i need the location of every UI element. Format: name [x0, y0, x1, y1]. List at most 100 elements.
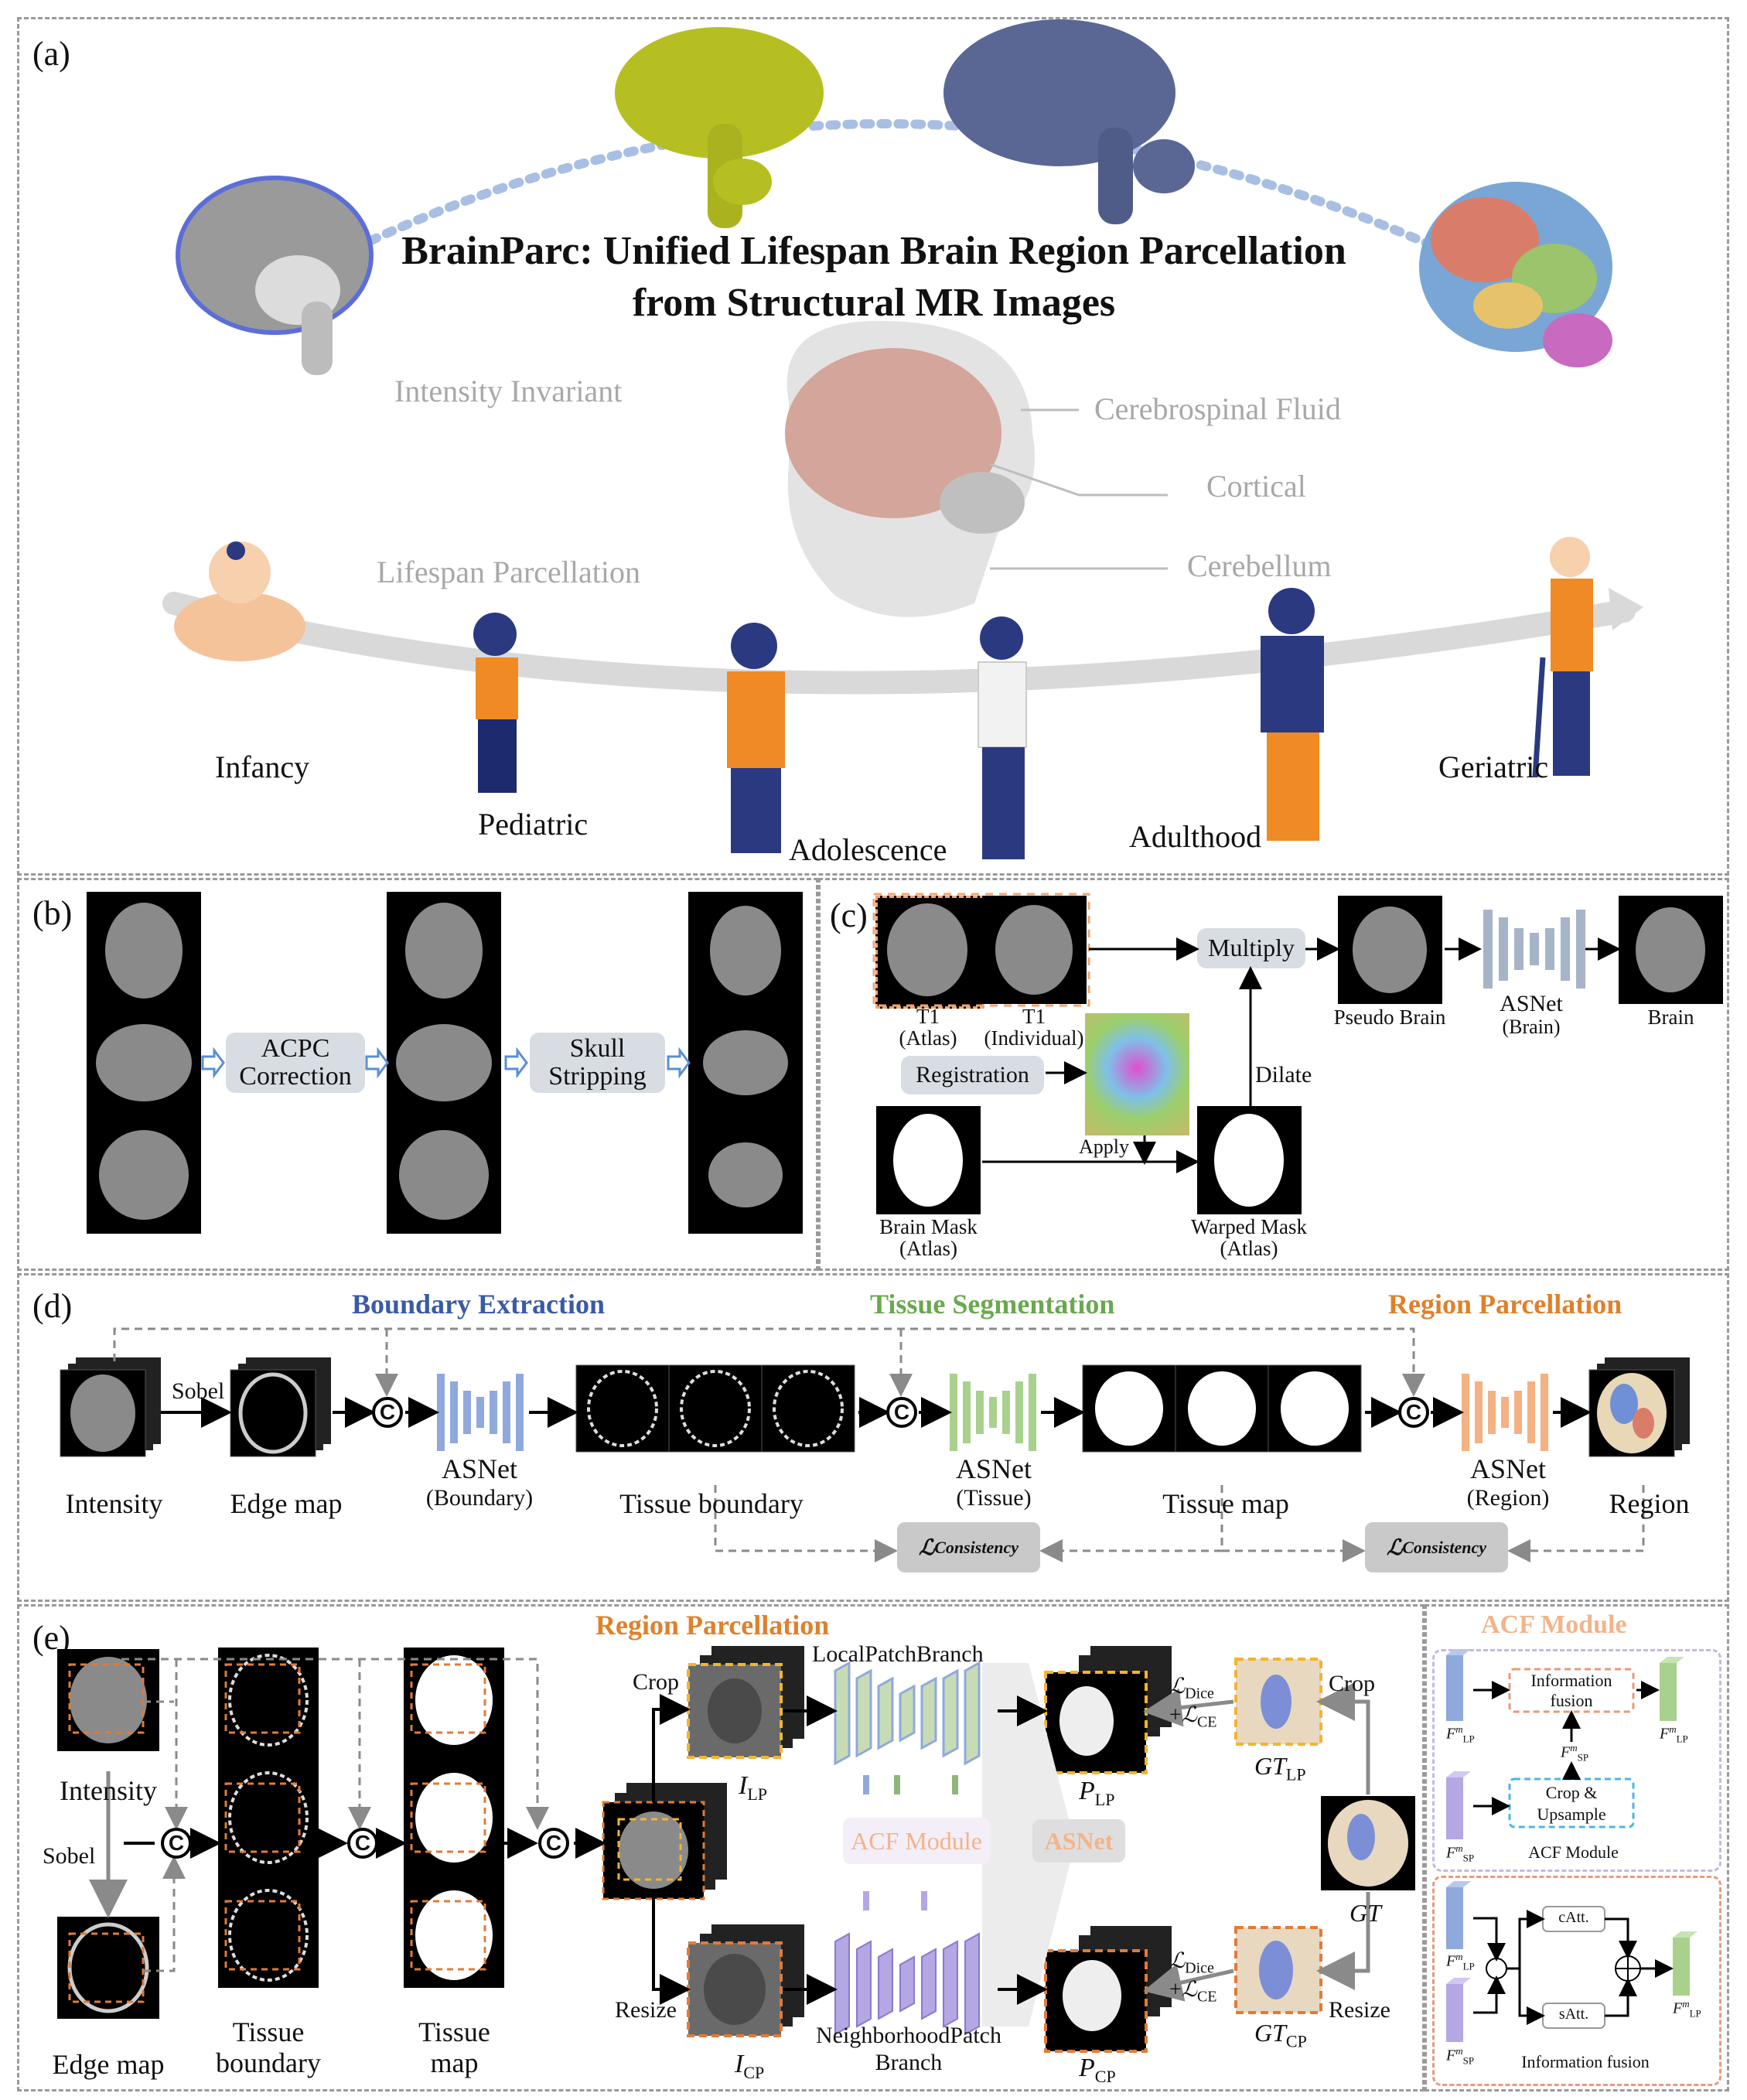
skull-label-2: Stripping [548, 1062, 647, 1091]
cerebellum-label: Cerebellum [1187, 548, 1332, 583]
acf-info-fusion-label: Information fusion [1530, 1671, 1612, 1711]
f-sp-label-1: FmSP [1446, 1842, 1475, 1864]
acf-module-box: ACF Module [843, 1818, 990, 1864]
intensity-label-d: Intensity [65, 1488, 163, 1519]
t1-individual-label: T1 (Individual) [984, 1005, 1084, 1050]
acf-frame [1425, 1604, 1729, 2091]
region-label-d: Region [1609, 1488, 1690, 1519]
f-lp-hat-label-1: FmLP [1660, 1723, 1688, 1745]
infant-figure-icon [174, 541, 305, 661]
asnet-boundary-label: ASNet (Boundary) [425, 1453, 534, 1511]
satt-label: sAtt. [1558, 2006, 1589, 2023]
intensity-label-e: Intensity [60, 1775, 157, 1806]
young-adult-figure-icon [978, 616, 1027, 859]
adolescent-figure-icon [727, 623, 785, 853]
intensity-stack [60, 1357, 161, 1457]
brain-slate-icon [943, 19, 1195, 224]
brain-output-label: Brain [1647, 1006, 1694, 1029]
unet-tissue [950, 1374, 1036, 1451]
f-lp-hat-label-2: FmLP [1673, 1998, 1701, 2020]
f-lp-label-1: FmLP [1446, 1723, 1475, 1745]
f-sp-hat-label: FmSP [1561, 1742, 1589, 1764]
dilate-label: Dilate [1255, 1062, 1312, 1088]
concat-circle-e3: C [538, 1828, 569, 1859]
crop-label-gt: Crop [1329, 1671, 1375, 1696]
panel-d-frame [17, 1273, 1729, 1602]
i-cp-label: ICP [735, 2050, 765, 2082]
gt-cp-label: GTCP [1254, 2019, 1307, 2051]
brain-green-icon [615, 27, 824, 228]
brain-mask-label: Brain Mask (Atlas) [879, 1215, 978, 1261]
asnet-tissue-label: ASNet (Tissue) [956, 1453, 1032, 1511]
panel-a-title-line1: BrainParc: Unified Lifespan Brain Region… [401, 229, 1346, 273]
adult-figure-icon [1261, 588, 1324, 841]
panel-c-frame [818, 878, 1729, 1271]
acf-title: ACF Module [1481, 1610, 1627, 1639]
concat-circle-e2: C [347, 1828, 378, 1859]
boundary-extraction-header: Boundary Extraction [352, 1289, 606, 1320]
f-lp-label-2: FmLP [1446, 1951, 1475, 1972]
tissue-map-stack [1082, 1364, 1362, 1453]
concat-circle-d3: C [1398, 1397, 1429, 1428]
consistency-loss-1: ℒ Consistency [897, 1522, 1040, 1572]
p-cp-label: PCP [1079, 2054, 1116, 2086]
stage-adulthood: Adulthood [1129, 819, 1262, 854]
gt-label: GT [1349, 1899, 1381, 1927]
concat-circle-d1: C [372, 1397, 403, 1428]
brain-left-icon [176, 176, 374, 375]
panel-a-label: (a) [32, 35, 70, 73]
stage-adolescence: Adolescence [789, 832, 947, 867]
stage-infancy: Infancy [215, 750, 310, 784]
panel-e-frame [17, 1604, 1425, 2091]
registration-label: Registration [916, 1062, 1029, 1088]
unet-boundary [437, 1374, 524, 1451]
edge-map-label-d: Edge map [230, 1488, 343, 1519]
acpc-correction-box: ACPC Correction [226, 1033, 365, 1093]
child-figure-icon [473, 613, 518, 793]
apply-label: Apply [1079, 1135, 1129, 1158]
tissue-segmentation-header: Tissue Segmentation [870, 1289, 1115, 1320]
panel-a-graphics [162, 19, 1643, 859]
registration-box: Registration [901, 1056, 1044, 1094]
panel-a-frame [17, 17, 1729, 876]
i-lp-label: ILP [739, 1771, 768, 1804]
local-patch-branch-label: LocalPatchBranch [812, 1641, 984, 1667]
gt-lp-label: GTLP [1254, 1752, 1306, 1784]
tissue-map-label-e: Tissue map [418, 2016, 490, 2078]
stage-pediatric: Pediatric [478, 807, 589, 842]
panel-a-title-line2: from Structural MR Images [632, 281, 1116, 325]
asnet-region-label: ASNet (Region) [1466, 1453, 1550, 1511]
unet-region [1462, 1374, 1548, 1451]
tissue-boundary-label-d: Tissue boundary [619, 1488, 804, 1519]
consistency-loss-2: ℒ Consistency [1365, 1522, 1508, 1572]
concat-circle-e1: C [161, 1828, 192, 1859]
edge-map-stack [230, 1357, 331, 1457]
intensity-invariant-label: Intensity Invariant [394, 374, 623, 408]
catt-label: cAtt. [1558, 1909, 1589, 1926]
acf-module-group [1432, 1649, 1721, 1872]
brain-parcellated-icon [1419, 182, 1612, 367]
t1-atlas-label: T1 (Atlas) [899, 1005, 957, 1050]
asnet-brain-label: ASNet (Brain) [1500, 991, 1563, 1038]
acpc-label-1: ACPC [261, 1034, 330, 1064]
f-sp-hat-label-2: FmSP [1446, 2045, 1475, 2067]
cortical-label: Cortical [1206, 469, 1306, 504]
panel-b-label: (b) [32, 894, 73, 932]
crop-label-e: Crop [633, 1669, 679, 1695]
p-lp-label: PLP [1079, 1777, 1115, 1809]
sobel-label-d: Sobel [172, 1378, 225, 1404]
pseudo-brain-label: Pseudo Brain [1333, 1006, 1446, 1029]
skull-stripping-box: Skull Stripping [530, 1033, 665, 1093]
panel-c-label: (c) [830, 896, 868, 934]
deformation-field-image [1085, 1013, 1189, 1135]
loss-lp-label: ℒDice +ℒCE [1169, 1675, 1217, 1731]
sobel-label-e: Sobel [43, 1843, 96, 1869]
acf-crop-upsample-label: Crop & Upsample [1537, 1783, 1606, 1824]
head-brain-illustration [785, 320, 1035, 617]
neighborhood-patch-branch-label: NeighborhoodPatch Branch [816, 2023, 1001, 2075]
